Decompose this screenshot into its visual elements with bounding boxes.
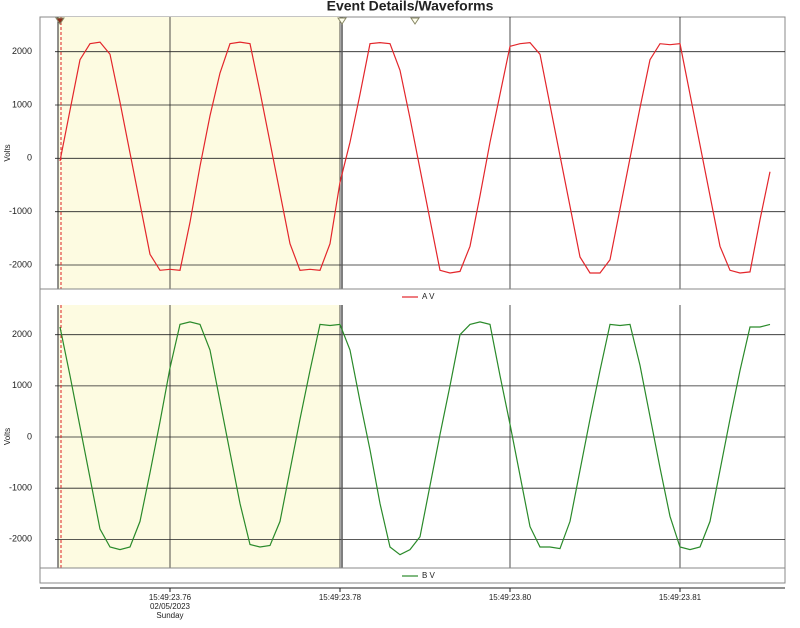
x-tick-day: Sunday (156, 611, 183, 620)
y-tick-label: 1000 (12, 380, 32, 390)
series-line (59, 41, 771, 274)
highlight-region (58, 17, 340, 289)
chart-title: Event Details/Waveforms (327, 0, 494, 14)
series-line (59, 321, 771, 556)
y-tick-label: -2000 (9, 259, 32, 269)
y-tick-label: 2000 (12, 46, 32, 56)
cursor-marker (55, 17, 65, 25)
y-tick-label: 0 (27, 431, 32, 441)
legend-label: A V (422, 292, 435, 301)
y-tick-label: 2000 (12, 329, 32, 339)
cursor-marker (410, 17, 420, 25)
x-tick-date: 02/05/2023 (150, 602, 191, 611)
x-tick-label: 15:49:23.80 (489, 593, 532, 602)
y-tick-label: 0 (27, 153, 32, 163)
y-tick-label: 1000 (12, 99, 32, 109)
legend-label: B V (422, 571, 436, 580)
x-tick-label: 15:49:23.76 (149, 593, 192, 602)
y-tick-label: -1000 (9, 483, 32, 493)
frame (39, 16, 786, 584)
y-axis-label: Volts (3, 144, 12, 161)
y-tick-label: -2000 (9, 534, 32, 544)
x-tick-label: 15:49:23.81 (659, 593, 702, 602)
x-tick-label: 15:49:23.78 (319, 593, 362, 602)
y-tick-label: -1000 (9, 206, 32, 216)
y-axis-label: Volts (3, 428, 12, 445)
cursor-marker (337, 17, 347, 25)
highlight-region (58, 305, 340, 568)
